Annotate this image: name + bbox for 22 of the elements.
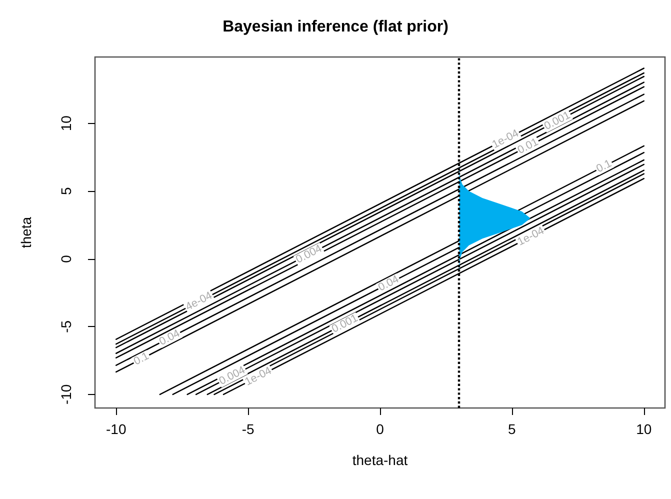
x-tick-label: -10: [106, 421, 126, 437]
annotation: 0.1: [132, 350, 151, 368]
annotation: 0.004: [294, 242, 324, 266]
chart-title: Bayesian inference (flat prior): [222, 18, 448, 36]
annotation: 0.001: [330, 312, 360, 336]
annotation: 0.04: [376, 273, 401, 294]
annotation: 0.001: [542, 109, 572, 133]
y-tick-label: -5: [58, 320, 74, 333]
y-tick-label: -10: [58, 384, 74, 405]
y-tick-label: 5: [58, 187, 74, 196]
y-axis-title: theta: [18, 216, 34, 248]
annotation: 0.04: [157, 328, 182, 348]
x-tick-label: -5: [242, 421, 254, 437]
annotation: 4e-04: [184, 290, 214, 314]
x-tick-label: 10: [636, 421, 652, 437]
annotation: 0.01: [516, 136, 540, 157]
x-axis-title: theta-hat: [352, 452, 408, 468]
x-tick-label: 5: [508, 421, 516, 437]
annotation: 0.1: [594, 158, 614, 176]
y-tick-label: 0: [58, 254, 74, 263]
y-tick-label: 10: [58, 115, 74, 132]
x-tick-label: 0: [376, 421, 384, 437]
